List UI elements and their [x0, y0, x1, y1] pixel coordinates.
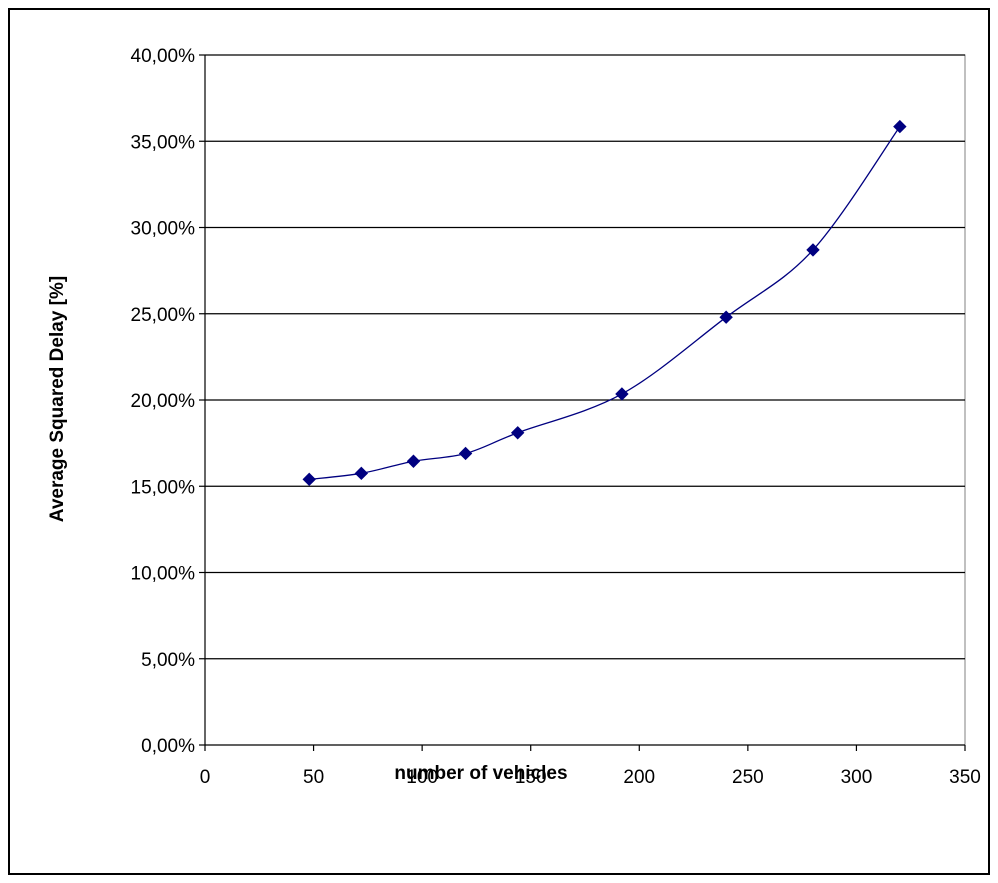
data-point-marker — [458, 446, 473, 461]
data-point-marker — [615, 387, 629, 401]
data-point-marker — [719, 310, 733, 324]
axes — [199, 54, 966, 751]
x-tick-label: 0 — [200, 767, 211, 788]
x-tick-label: 150 — [515, 767, 547, 788]
x-tick-label: 350 — [949, 767, 981, 788]
y-tick-label: 15,00% — [131, 477, 196, 498]
y-tick-label: 20,00% — [131, 391, 196, 412]
x-tick-label: 100 — [406, 767, 438, 788]
x-tick-label: 50 — [303, 767, 324, 788]
data-point-marker — [510, 426, 525, 440]
data-point-marker — [406, 454, 421, 468]
y-tick-label: 5,00% — [141, 650, 195, 671]
y-tick-label: 0,00% — [141, 736, 195, 757]
tick-labels: 0,00% 5,00% 10,00% 15,00% 20,00% 25,00% 30,00%… — [131, 46, 981, 788]
chart-frame — [8, 8, 990, 875]
y-tick-label: 35,00% — [131, 132, 196, 153]
x-tick-label: 250 — [732, 767, 764, 788]
y-axis-title: Average Squared Delay [%] — [47, 276, 68, 522]
data-point-marker — [302, 472, 316, 487]
grid-lines — [204, 54, 966, 746]
y-tick-label: 10,00% — [131, 564, 196, 585]
data-point-marker — [893, 119, 907, 134]
data-point-marker — [354, 466, 369, 481]
x-tick-label: 300 — [841, 767, 873, 788]
x-axis-title: number of vehicles — [394, 763, 567, 784]
y-tick-label: 30,00% — [131, 219, 196, 240]
data-point-marker — [806, 243, 820, 257]
series-line — [309, 126, 901, 480]
y-tick-label: 25,00% — [131, 305, 196, 326]
series-layer — [302, 119, 907, 487]
y-tick-label: 40,00% — [131, 46, 196, 67]
x-tick-label: 200 — [623, 767, 655, 788]
